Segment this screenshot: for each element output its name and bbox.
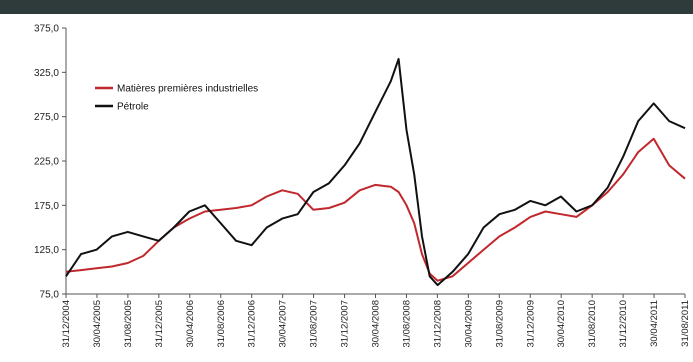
legend: Matières premières industrielles Pétrole: [95, 84, 258, 113]
x-tick-label: 31/08/2007: [309, 300, 320, 348]
x-tick-label: 31/12/2008: [432, 300, 443, 348]
x-tick-label: 31/08/2011: [680, 300, 691, 347]
x-tick-label: 31/12/2006: [247, 300, 258, 348]
x-tick-label: 30/04/2008: [371, 300, 382, 348]
y-tick-label: 75,0: [40, 290, 60, 301]
x-tick-label: 31/08/2006: [216, 300, 227, 348]
x-tick-label: 31/12/2005: [154, 300, 165, 348]
x-tick-label: 31/08/2008: [401, 300, 412, 348]
y-tick-label: 125,0: [34, 245, 59, 256]
x-tick-label: 30/04/2010: [556, 300, 567, 348]
y-tick-label: 175,0: [34, 201, 59, 212]
y-tick-label: 325,0: [34, 68, 59, 79]
x-tick-label: 30/04/2009: [463, 300, 474, 348]
y-tick-label: 275,0: [34, 112, 59, 123]
x-tick-label: 31/08/2005: [123, 300, 134, 348]
x-tick-label: 31/08/2010: [587, 300, 598, 348]
y-tick-label: 225,0: [34, 157, 59, 168]
series-line-oil: [65, 58, 686, 287]
x-tick-label: 30/04/2011: [649, 300, 660, 347]
x-tick-label: 30/04/2006: [185, 300, 196, 348]
legend-label: Pétrole: [117, 102, 149, 113]
legend-label: Matières premières industrielles: [117, 84, 258, 95]
x-ticks: 31/12/2004 30/04/2005 31/08/2005 31/12/2005…: [61, 294, 691, 348]
y-ticks: 75,0 125,0 175,0 225,0 275,0 325,0 375,0: [34, 24, 66, 301]
series-lines: [65, 58, 686, 287]
x-tick-label: 31/12/2010: [618, 300, 629, 348]
x-tick-label: 30/04/2007: [278, 300, 289, 348]
x-tick-label: 31/08/2009: [494, 300, 505, 348]
x-tick-label: 31/12/2009: [525, 300, 536, 348]
x-tick-label: 31/12/2007: [340, 300, 351, 348]
x-tick-label: 30/04/2005: [92, 300, 103, 348]
y-tick-label: 375,0: [34, 24, 59, 35]
x-tick-label: 31/12/2004: [61, 300, 72, 348]
chart-background: [0, 14, 693, 362]
